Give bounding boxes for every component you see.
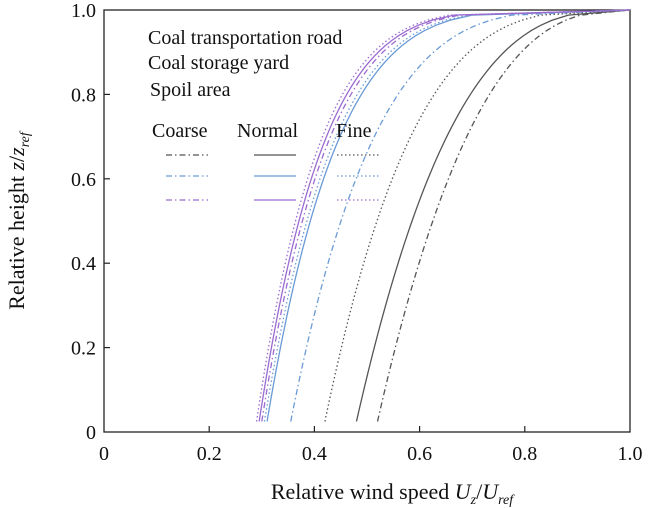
legend-column-coarse: Coarse (152, 120, 208, 142)
curves (255, 9, 631, 422)
plot-frame (103, 9, 631, 433)
x-axis-title-u2: U (482, 479, 500, 504)
x-tick-label-0.4: 0.4 (302, 443, 327, 465)
legend-column-normal: Normal (237, 120, 299, 142)
x-axis-title-main: Relative wind speed (271, 479, 455, 504)
series-coal-transportation-road-fine (324, 9, 631, 422)
y-tick-label-0.4: 0.4 (71, 253, 96, 275)
series-coal-storage-yard-fine (263, 9, 631, 422)
y-tick-label-0.8: 0.8 (71, 84, 96, 106)
x-axis-title-z: z (470, 493, 477, 508)
x-axis-title-ref: ref (498, 493, 515, 508)
y-axis-title: Relative height z/zref (4, 130, 33, 310)
y-tick-label-0.2: 0.2 (71, 338, 96, 360)
x-tick-label-0.8: 0.8 (512, 443, 537, 465)
legend-column-fine: Fine (336, 120, 372, 142)
x-tick-label-1.0: 1.0 (618, 443, 643, 465)
y-tick-label-1.0: 1.0 (71, 0, 96, 22)
series-spoil-area-normal (258, 9, 631, 422)
legend-swatches (166, 154, 381, 201)
ticks: 0 0.2 0.4 0.6 0.8 1.0 0 0.2 0.4 0.6 0.8 1.0 (71, 0, 643, 465)
series-coal-storage-yard-normal (266, 9, 631, 422)
y-tick-label-0: 0 (86, 422, 96, 444)
legend-category-yard: Coal storage yard (148, 52, 289, 74)
series-coal-transportation-road-normal (355, 9, 631, 422)
series-spoil-area-coarse (261, 9, 631, 422)
x-axis-title-slash: / (476, 479, 483, 504)
x-tick-label-0: 0 (99, 443, 109, 465)
x-axis-title: Relative wind speed Uz/Uref (271, 479, 515, 508)
y-tick-label-0.6: 0.6 (71, 169, 96, 191)
series-coal-transportation-road-coarse (376, 9, 631, 422)
series-coal-storage-yard-coarse (290, 9, 631, 422)
y-axis-title-ref: ref (18, 130, 33, 147)
y-axis-title-z2: z (4, 147, 29, 157)
legend-category-spoil: Spoil area (150, 79, 231, 101)
x-tick-label-0.6: 0.6 (407, 443, 432, 465)
legend-category-road: Coal transportation road (148, 27, 342, 49)
y-axis-title-z: z (4, 162, 29, 172)
series-spoil-area-fine (255, 9, 631, 422)
y-axis-title-slash: / (4, 155, 29, 162)
y-axis-title-main: Relative height (4, 171, 29, 310)
x-axis-title-u: U (455, 479, 473, 504)
x-tick-label-0.2: 0.2 (197, 443, 222, 465)
